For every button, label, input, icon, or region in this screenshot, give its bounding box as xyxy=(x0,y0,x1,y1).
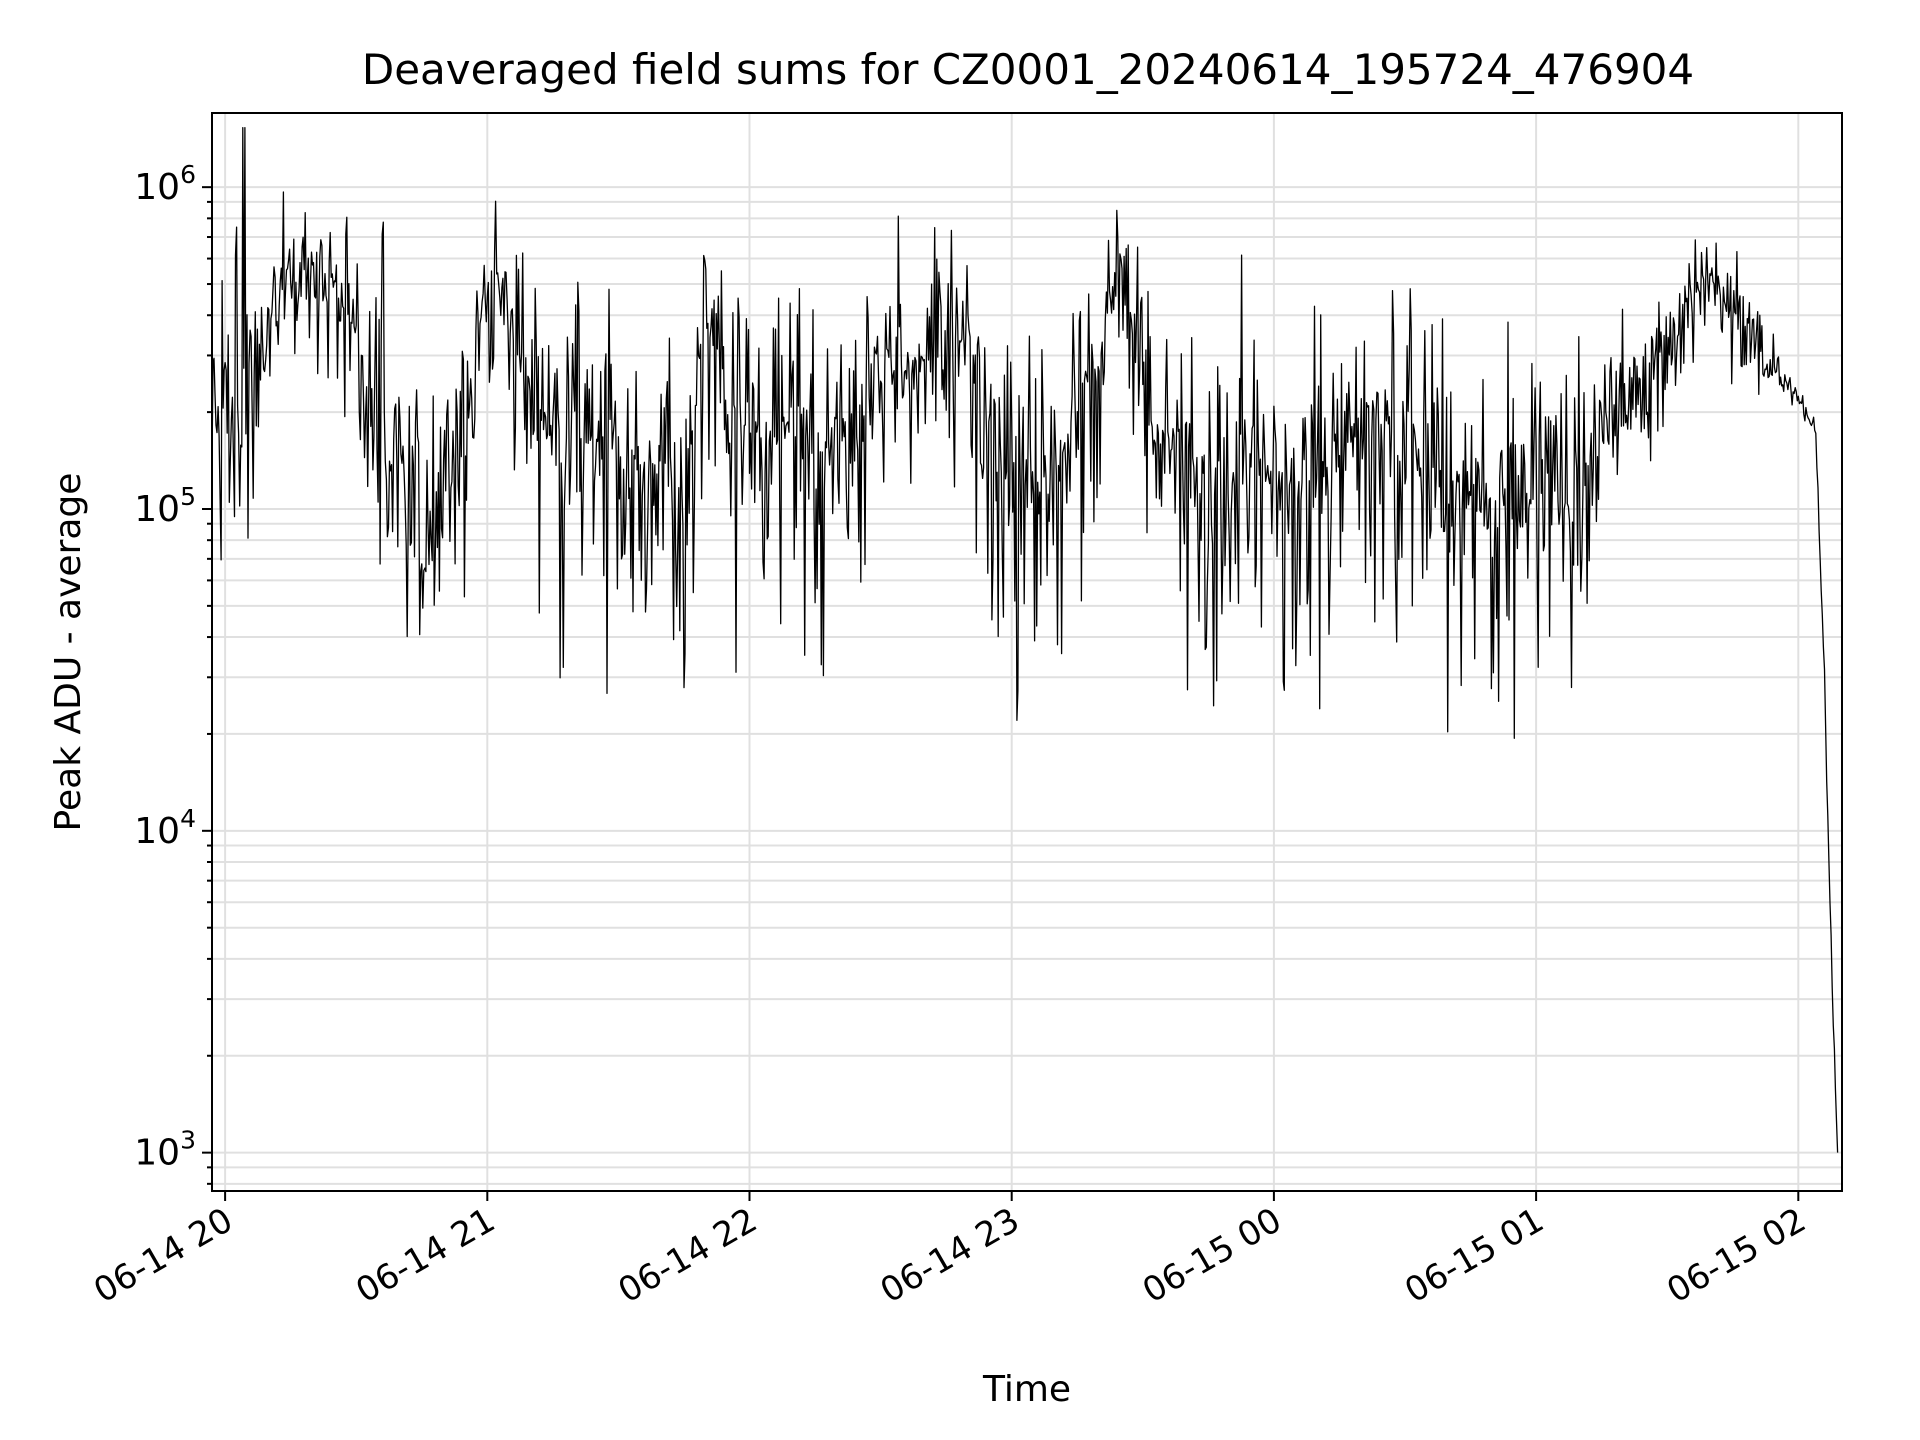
y-tick-base: 10 xyxy=(134,811,180,852)
y-tick-exponent: 3 xyxy=(180,1126,196,1155)
y-tick-exponent: 5 xyxy=(180,482,196,511)
chart-title: Deaveraged field sums for CZ0001_2024061… xyxy=(362,45,1694,94)
y-tick-label: 106 xyxy=(134,160,196,208)
series-line xyxy=(211,127,1839,1153)
y-tick-label: 103 xyxy=(134,1126,196,1174)
grid-lines xyxy=(212,113,1842,1191)
y-axis-label: Peak ADU - average xyxy=(48,473,89,832)
y-tick-label: 104 xyxy=(134,804,196,852)
x-axis-label: Time xyxy=(982,1369,1071,1410)
y-tick-label: 105 xyxy=(134,482,196,530)
y-tick-exponent: 4 xyxy=(180,804,196,833)
y-tick-base: 10 xyxy=(134,489,180,530)
y-tick-exponent: 6 xyxy=(180,160,196,189)
plot-frame xyxy=(211,112,1843,1192)
y-tick-base: 10 xyxy=(134,1133,180,1174)
series-layer xyxy=(211,127,1839,1153)
y-tick-base: 10 xyxy=(134,167,180,208)
